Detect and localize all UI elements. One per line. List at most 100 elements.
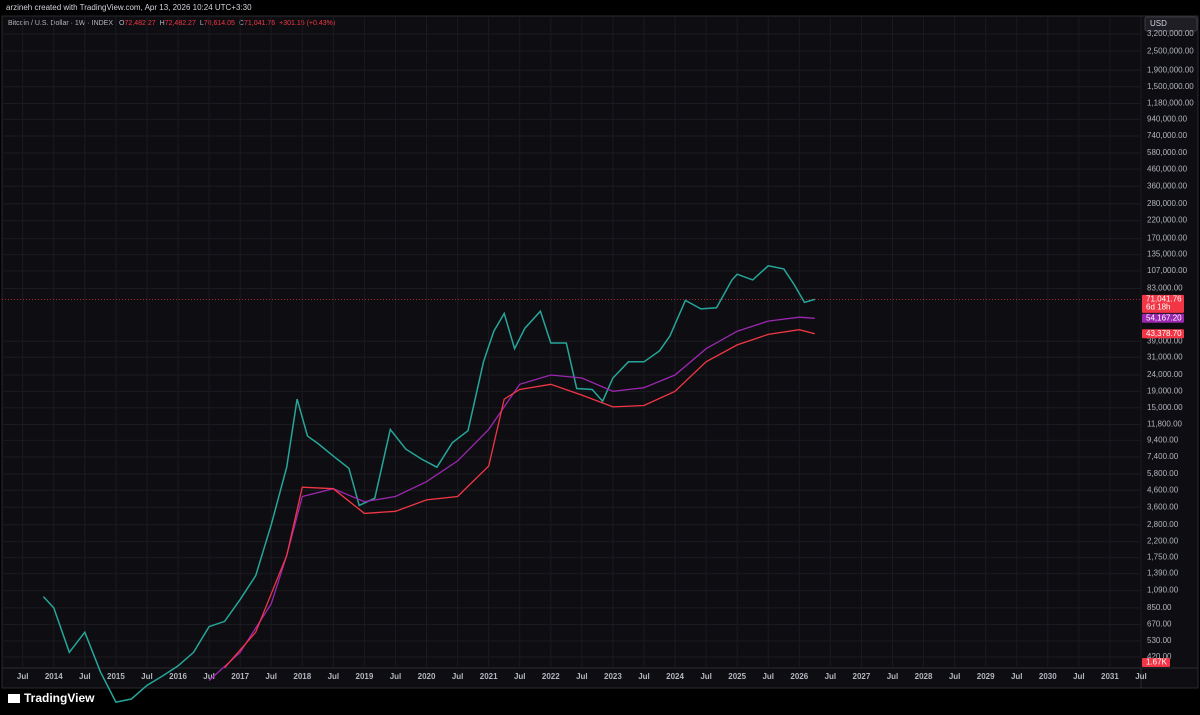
x-tick-label: 2020 <box>418 672 436 681</box>
x-tick-label: Jul <box>825 672 837 681</box>
y-tick-label: 1,750.00 <box>1147 553 1179 562</box>
y-tick-label: 24,000.00 <box>1147 370 1183 379</box>
x-tick-label: Jul <box>141 672 153 681</box>
y-tick-label: 740,000.00 <box>1147 131 1188 140</box>
price-label: 54,167.20 <box>1146 313 1182 322</box>
y-tick-label: 39,000.00 <box>1147 336 1183 345</box>
currency[interactable]: USD <box>1150 19 1167 28</box>
y-tick-label: 670.00 <box>1147 620 1172 629</box>
x-tick-label: 2025 <box>728 672 746 681</box>
y-tick-label: 1,390.00 <box>1147 569 1179 578</box>
y-tick-label: 1,900,000.00 <box>1147 65 1194 74</box>
ohlc-value: 70,614.05 <box>204 20 235 27</box>
x-tick-label: Jul <box>265 672 277 681</box>
y-tick-label: 2,200.00 <box>1147 537 1179 546</box>
y-tick-label: 107,000.00 <box>1147 266 1188 275</box>
x-tick-label: 2016 <box>169 672 187 681</box>
logo <box>8 694 20 703</box>
y-tick-label: 170,000.00 <box>1147 234 1188 243</box>
x-tick-label: 2019 <box>356 672 374 681</box>
x-tick-label: 2022 <box>542 672 560 681</box>
price-label: 43,378.70 <box>1146 329 1182 338</box>
x-tick-label: 2027 <box>853 672 871 681</box>
price-label-box <box>1142 294 1184 313</box>
price-label-box <box>1142 329 1184 339</box>
x-tick-label: 2023 <box>604 672 622 681</box>
x-tick-label: Jul <box>79 672 91 681</box>
series-line <box>42 264 816 703</box>
y-tick-label: 420.00 <box>1147 652 1172 661</box>
price-label-box <box>1142 313 1184 323</box>
x-tick-label: 2015 <box>107 672 125 681</box>
y-tick-label: 9,400.00 <box>1147 435 1179 444</box>
x-tick-label: Jul <box>700 672 712 681</box>
chart-panel <box>1 15 1199 689</box>
ohlc-key: C <box>239 20 244 27</box>
x-tick-label: Jul <box>576 672 588 681</box>
logo-mark <box>8 694 20 703</box>
y-tick-label: 2,500,000.00 <box>1147 46 1194 55</box>
y-tick-label: 19,000.00 <box>1147 386 1183 395</box>
x-tick-label: Jul <box>1135 672 1147 681</box>
volume-label: 1.67K <box>1146 658 1168 667</box>
y-tick-label: 3,600.00 <box>1147 502 1179 511</box>
x-tick-label: 2024 <box>666 672 684 681</box>
x-tick-label: Jul <box>1073 672 1085 681</box>
y-tick-label: 1,500,000.00 <box>1147 82 1194 91</box>
x-tick-label: 2021 <box>480 672 498 681</box>
series-line <box>224 329 815 669</box>
ohlc-value: 71,041.76 <box>244 20 275 27</box>
x-tick-label: 2029 <box>977 672 995 681</box>
x-tick-label: Jul <box>328 672 340 681</box>
x-tick-label: 2031 <box>1101 672 1119 681</box>
y-tick-label: 11,800.00 <box>1147 420 1183 429</box>
x-tick-label: 2018 <box>293 672 311 681</box>
price-label: 71,041.76 <box>1146 294 1182 303</box>
x-tick-label: Jul <box>514 672 526 681</box>
y-tick-label: 220,000.00 <box>1147 216 1188 225</box>
x-tick-label: 2014 <box>45 672 63 681</box>
x-tick-label: Jul <box>638 672 650 681</box>
ohlc-key: O <box>119 20 125 27</box>
x-tick-label: 2028 <box>915 672 933 681</box>
ohlc-key: L <box>200 20 204 27</box>
y-tick-label: 3,200,000.00 <box>1147 29 1194 38</box>
x-tick-label: 2017 <box>231 672 249 681</box>
change: +301.15 (+0.43%) <box>279 20 335 27</box>
series-line <box>208 316 815 681</box>
x-tick-label: Jul <box>762 672 774 681</box>
y-tick-label: 530.00 <box>1147 636 1172 645</box>
x-tick-label: Jul <box>203 672 215 681</box>
x-tick-label: Jul <box>17 672 29 681</box>
x-tick-label: Jul <box>887 672 899 681</box>
x-tick-label: Jul <box>949 672 961 681</box>
y-tick-label: 2,800.00 <box>1147 520 1179 529</box>
x-tick-label: 2030 <box>1039 672 1057 681</box>
y-tick-label: 135,000.00 <box>1147 250 1188 259</box>
y-tick-label: 5,800.00 <box>1147 469 1179 478</box>
y-tick-label: 83,000.00 <box>1147 284 1183 293</box>
x-tick-label: Jul <box>390 672 402 681</box>
currency-box[interactable] <box>1144 16 1198 32</box>
x-tick-label: Jul <box>1011 672 1023 681</box>
y-tick-label: 15,000.00 <box>1147 403 1183 412</box>
y-tick-label: 580,000.00 <box>1147 148 1188 157</box>
y-tick-label: 460,000.00 <box>1147 164 1188 173</box>
volume-label-box <box>1142 658 1170 667</box>
x-tick-label: Jul <box>452 672 464 681</box>
brand: TradingView <box>24 691 95 705</box>
chart-title: Bitcoin / U.S. Dollar · 1W · INDEX <box>8 20 113 27</box>
ohlc-key: H <box>160 20 165 27</box>
y-tick-label: 7,400.00 <box>1147 452 1179 461</box>
ohlc-value: 72,482.27 <box>165 20 196 27</box>
y-tick-label: 1,180,000.00 <box>1147 99 1194 108</box>
y-tick-label: 850.00 <box>1147 603 1172 612</box>
x-tick-label: 2026 <box>790 672 808 681</box>
countdown: 6d 18h <box>1146 302 1170 311</box>
credit: arzineh created with TradingView.com, Ap… <box>6 3 252 12</box>
y-tick-label: 940,000.00 <box>1147 114 1188 123</box>
y-tick-label: 4,600.00 <box>1147 485 1179 494</box>
y-tick-label: 280,000.00 <box>1147 199 1188 208</box>
ohlc-value: 72,482.27 <box>124 20 155 27</box>
